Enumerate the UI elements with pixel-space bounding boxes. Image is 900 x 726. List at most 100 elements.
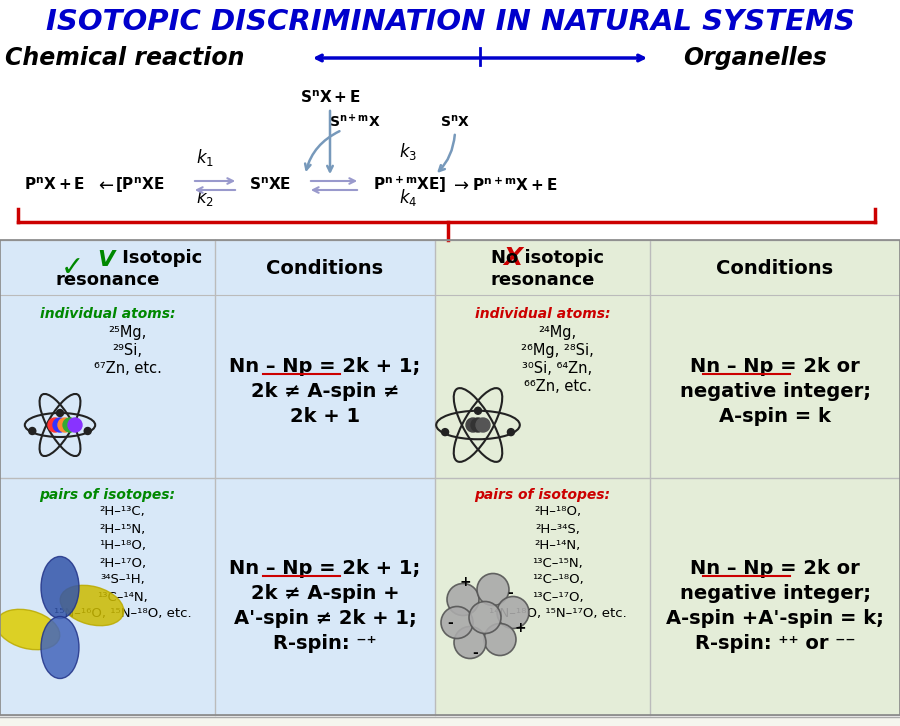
- Text: 2k ≠ A-spin +: 2k ≠ A-spin +: [251, 584, 400, 603]
- Text: ¹²C–¹⁸O,: ¹²C–¹⁸O,: [532, 574, 583, 587]
- Text: negative integer;: negative integer;: [680, 584, 870, 603]
- Text: ⁶⁷Zn, etc.: ⁶⁷Zn, etc.: [94, 361, 161, 376]
- Text: $\mathbf{P^nX + E}$: $\mathbf{P^nX + E}$: [24, 176, 86, 193]
- Text: Nn – Np = 2k + 1;: Nn – Np = 2k + 1;: [230, 559, 420, 578]
- Circle shape: [441, 606, 473, 638]
- Text: ¹³C–¹⁵N,: ¹³C–¹⁵N,: [532, 557, 583, 569]
- Text: ²H–¹⁷O,: ²H–¹⁷O,: [99, 557, 146, 569]
- Text: +: +: [514, 621, 526, 635]
- Text: A-spin = k: A-spin = k: [719, 407, 831, 425]
- Text: $\mathbf{S^{n+m}X}$: $\mathbf{S^{n+m}X}$: [329, 113, 381, 131]
- Text: ³⁰Si, ⁶⁴Zn,: ³⁰Si, ⁶⁴Zn,: [522, 361, 592, 376]
- Text: ✓: ✓: [61, 254, 84, 282]
- Text: resonance: resonance: [491, 271, 595, 289]
- Circle shape: [471, 418, 485, 432]
- Circle shape: [466, 418, 480, 432]
- Text: $k_3$: $k_3$: [399, 142, 417, 163]
- Circle shape: [85, 428, 91, 434]
- Text: $k_2$: $k_2$: [196, 187, 214, 208]
- Text: Conditions: Conditions: [266, 258, 383, 277]
- Circle shape: [497, 597, 529, 629]
- Text: $\leftarrow$: $\leftarrow$: [95, 176, 115, 194]
- Circle shape: [57, 409, 64, 417]
- Ellipse shape: [0, 609, 59, 650]
- Text: X: X: [503, 246, 522, 270]
- Text: ²⁹Si,: ²⁹Si,: [112, 343, 142, 358]
- Circle shape: [469, 602, 501, 634]
- Text: ²H–¹³C,: ²H–¹³C,: [100, 505, 146, 518]
- Text: individual atoms:: individual atoms:: [475, 307, 610, 321]
- Text: A-spin +A'-spin = k;: A-spin +A'-spin = k;: [666, 608, 884, 628]
- Text: ²H–³⁴S,: ²H–³⁴S,: [536, 523, 580, 536]
- Text: ³⁴S–¹H,: ³⁴S–¹H,: [100, 574, 145, 587]
- Text: $\rightarrow$: $\rightarrow$: [450, 176, 470, 194]
- Circle shape: [454, 627, 486, 658]
- Circle shape: [48, 418, 62, 432]
- Text: $\mathbf{S^nX + E}$: $\mathbf{S^nX + E}$: [300, 90, 361, 106]
- Text: ²H–¹⁵N,: ²H–¹⁵N,: [99, 523, 146, 536]
- Text: pairs of isotopes:: pairs of isotopes:: [474, 487, 610, 502]
- Text: ⁶⁶Zn, etc.: ⁶⁶Zn, etc.: [524, 379, 591, 394]
- Text: negative integer;: negative integer;: [680, 382, 870, 401]
- Text: $\mathbf{[P^nXE}$: $\mathbf{[P^nXE}$: [115, 175, 165, 195]
- Circle shape: [476, 418, 490, 432]
- Text: $k_4$: $k_4$: [399, 187, 418, 208]
- Circle shape: [29, 428, 36, 434]
- Circle shape: [442, 428, 448, 436]
- Text: resonance: resonance: [55, 271, 159, 289]
- Circle shape: [63, 418, 77, 432]
- Text: ¹⁴N–¹⁸O, ¹⁵N–¹⁷O, etc.: ¹⁴N–¹⁸O, ¹⁵N–¹⁷O, etc.: [489, 608, 626, 621]
- Circle shape: [484, 624, 516, 656]
- Text: Nn – Np = 2k or: Nn – Np = 2k or: [690, 559, 860, 578]
- Text: ²⁴Mg,: ²⁴Mg,: [538, 325, 577, 340]
- Text: individual atoms:: individual atoms:: [40, 307, 176, 321]
- Text: Nn – Np = 2k + 1;: Nn – Np = 2k + 1;: [230, 356, 420, 376]
- Text: ¹⁵N–¹⁶O, ¹⁵N–¹⁸O, etc.: ¹⁵N–¹⁶O, ¹⁵N–¹⁸O, etc.: [54, 608, 192, 621]
- Circle shape: [474, 407, 482, 415]
- Text: ²H–¹⁴N,: ²H–¹⁴N,: [535, 539, 581, 552]
- Text: $\mathbf{S^nX}$: $\mathbf{S^nX}$: [440, 114, 470, 130]
- Text: ¹H–¹⁸O,: ¹H–¹⁸O,: [99, 539, 146, 552]
- Text: Isotopic: Isotopic: [115, 249, 202, 267]
- Circle shape: [58, 418, 72, 432]
- Text: $\mathbf{P^{n+m}XE]}$: $\mathbf{P^{n+m}XE]}$: [374, 175, 446, 195]
- Circle shape: [508, 428, 515, 436]
- Ellipse shape: [41, 616, 79, 679]
- Text: pairs of isotopes:: pairs of isotopes:: [40, 487, 176, 502]
- Text: R-spin: ⁺⁺ or ⁻⁻: R-spin: ⁺⁺ or ⁻⁻: [695, 634, 855, 653]
- Text: Conditions: Conditions: [716, 258, 833, 277]
- Text: $\mathbf{P^{n+m}X + E}$: $\mathbf{P^{n+m}X + E}$: [472, 176, 558, 194]
- Text: -: -: [507, 585, 513, 600]
- Text: $\mathbf{S^nXE}$: $\mathbf{S^nXE}$: [249, 176, 291, 193]
- Text: ²⁵Mg,: ²⁵Mg,: [108, 325, 147, 340]
- Text: 2k + 1: 2k + 1: [290, 407, 360, 425]
- Circle shape: [68, 418, 82, 432]
- Text: ¹³C–¹⁷O,: ¹³C–¹⁷O,: [532, 590, 583, 603]
- Text: -: -: [447, 616, 453, 629]
- Text: ISOTOPIC DISCRIMINATION IN NATURAL SYSTEMS: ISOTOPIC DISCRIMINATION IN NATURAL SYSTE…: [46, 8, 854, 36]
- Text: No isotopic: No isotopic: [491, 249, 604, 267]
- Text: +: +: [459, 576, 471, 590]
- Text: Chemical reaction: Chemical reaction: [5, 46, 245, 70]
- FancyBboxPatch shape: [0, 717, 900, 726]
- Circle shape: [53, 418, 67, 432]
- Text: ²H–¹⁸O,: ²H–¹⁸O,: [534, 505, 581, 518]
- FancyBboxPatch shape: [435, 240, 900, 478]
- Text: V: V: [97, 250, 115, 270]
- Ellipse shape: [41, 557, 79, 619]
- Text: A'-spin ≠ 2k + 1;: A'-spin ≠ 2k + 1;: [234, 608, 417, 628]
- Text: Nn – Np = 2k or: Nn – Np = 2k or: [690, 356, 860, 376]
- FancyBboxPatch shape: [0, 240, 435, 478]
- Ellipse shape: [60, 585, 124, 626]
- FancyBboxPatch shape: [0, 478, 435, 715]
- Text: $k_1$: $k_1$: [196, 147, 214, 168]
- FancyBboxPatch shape: [435, 478, 900, 715]
- Text: R-spin: ⁻⁺: R-spin: ⁻⁺: [274, 634, 377, 653]
- Text: ²⁶Mg, ²⁸Si,: ²⁶Mg, ²⁸Si,: [521, 343, 594, 358]
- Text: 2k ≠ A-spin ≠: 2k ≠ A-spin ≠: [251, 382, 400, 401]
- Text: ¹³C–¹⁴N,: ¹³C–¹⁴N,: [97, 590, 148, 603]
- Circle shape: [447, 584, 479, 616]
- Text: -: -: [472, 645, 478, 659]
- Circle shape: [477, 574, 509, 605]
- Text: Organelles: Organelles: [683, 46, 827, 70]
